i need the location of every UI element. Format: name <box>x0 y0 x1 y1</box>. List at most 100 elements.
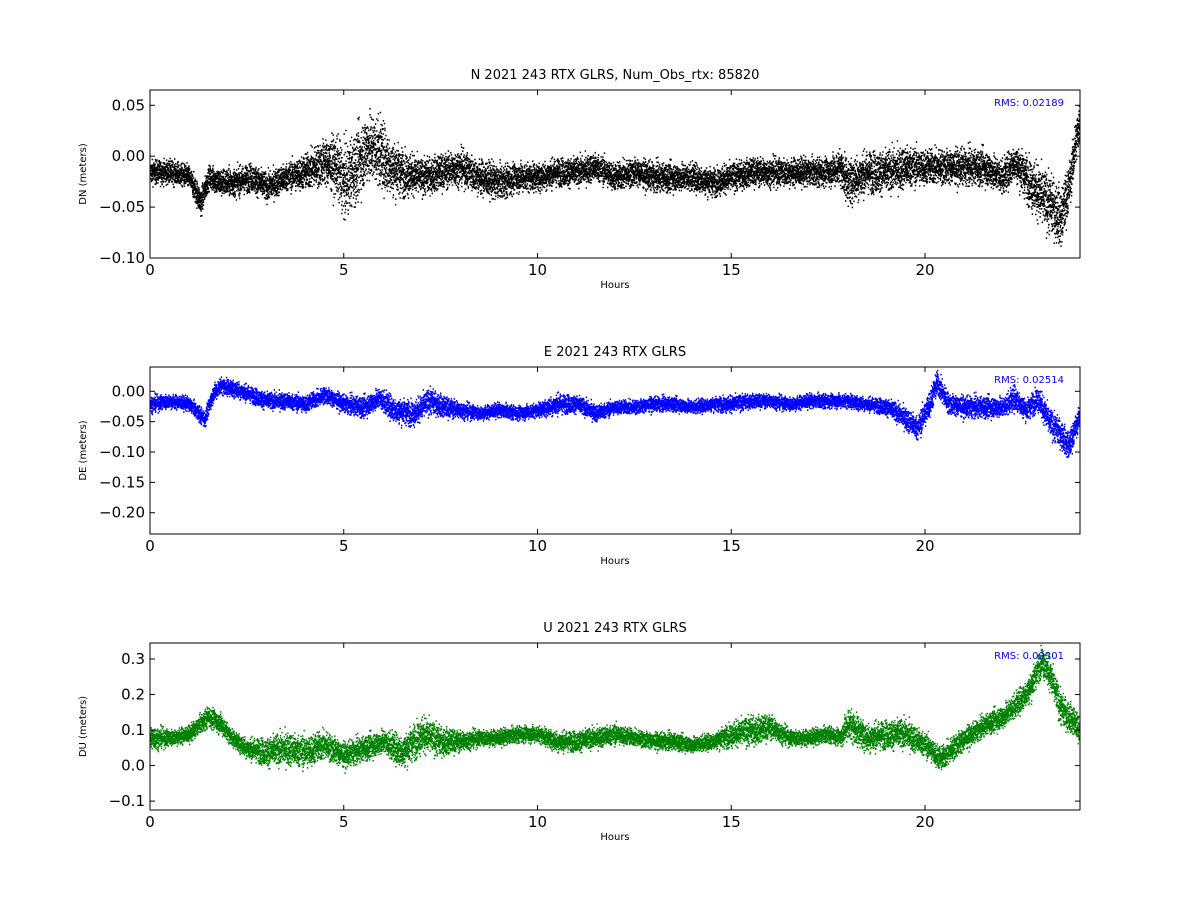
north-x-tick-label: 10 <box>528 261 547 279</box>
up-y-tick-label: 0.0 <box>121 757 145 775</box>
north-data-point <box>304 170 306 173</box>
up-data-point <box>284 746 287 749</box>
north-data-point <box>249 175 252 178</box>
east-data-point <box>749 399 752 402</box>
up-data-point <box>652 739 655 742</box>
east-data-point <box>555 402 558 405</box>
up-x-tick-label: 0 <box>145 813 155 831</box>
up-x-tick-label: 10 <box>528 813 547 831</box>
north-data-point <box>710 180 713 183</box>
east-data-point <box>730 402 733 405</box>
north-data-point <box>1067 185 1070 188</box>
east-data-point <box>769 399 771 402</box>
up-data-point <box>730 732 733 735</box>
east-data-point <box>393 408 396 411</box>
up-x-axis-label: Hours <box>600 832 629 843</box>
north-data-point <box>865 170 868 173</box>
up-data-point <box>381 739 384 742</box>
east-data-point <box>672 402 675 405</box>
north-data-point <box>838 165 841 168</box>
east-x-axis-label: Hours <box>600 556 629 567</box>
up-data-point <box>1071 718 1074 721</box>
east-data-point <box>1013 396 1016 399</box>
east-data-point <box>962 405 965 408</box>
up-y-tick-label: 0.2 <box>121 686 145 704</box>
up-data-point <box>304 750 306 753</box>
up-data-point <box>710 739 713 742</box>
east-data-point <box>1067 444 1070 447</box>
east-data-point <box>885 405 888 408</box>
up-data-point <box>1040 657 1043 660</box>
up-data-point <box>885 732 888 735</box>
north-y-axis-label: DN (meters) <box>78 143 89 205</box>
up-data-point <box>342 753 345 756</box>
north-x-tick-label: 20 <box>915 261 934 279</box>
up-data-point <box>970 732 973 735</box>
up-data-point <box>207 714 210 717</box>
up-data-point <box>749 729 752 732</box>
north-data-point <box>807 170 810 173</box>
east-data-point <box>478 411 481 414</box>
north-data-point <box>335 165 337 168</box>
east-data-point <box>412 411 415 414</box>
east-data-point <box>691 405 694 408</box>
up-data-point <box>230 736 233 739</box>
up-data-point <box>400 750 403 753</box>
up-data-series <box>150 644 1080 774</box>
north-data-point <box>354 165 357 168</box>
north-data-point <box>168 170 171 173</box>
up-y-tick-label: 0.3 <box>121 650 145 668</box>
north-data-point <box>633 170 636 173</box>
up-data-point <box>955 743 957 746</box>
up-data-point <box>420 732 423 735</box>
east-data-point <box>536 408 539 411</box>
east-data-series <box>150 369 1080 459</box>
north-data-point <box>982 165 985 168</box>
east-data-point <box>1036 396 1039 399</box>
east-data-point <box>342 402 345 405</box>
north-data-point <box>904 165 907 168</box>
east-data-point <box>652 402 655 405</box>
east-data-point <box>916 426 919 429</box>
up-chart-title: U 2021 243 RTX GLRS <box>543 621 686 636</box>
east-y-tick-label: −0.10 <box>99 443 145 461</box>
north-data-point <box>1051 206 1054 209</box>
east-chart-title: E 2021 243 RTX GLRS <box>544 345 686 360</box>
east-data-point <box>927 402 930 405</box>
up-data-point <box>439 739 442 742</box>
up-data-point <box>788 736 791 739</box>
north-data-point <box>614 175 616 178</box>
up-data-point <box>497 736 500 739</box>
north-data-point <box>389 165 392 168</box>
north-data-point <box>749 170 752 173</box>
up-data-point <box>1001 714 1004 717</box>
east-data-point <box>249 393 252 396</box>
up-data-point <box>187 732 190 735</box>
north-data-point <box>652 175 655 178</box>
east-data-point <box>265 399 268 402</box>
up-data-point <box>1048 672 1050 675</box>
up-data-point <box>536 732 539 735</box>
up-data-point <box>672 739 675 742</box>
east-data-point <box>304 402 306 405</box>
up-data-point <box>614 732 616 735</box>
east-data-point <box>900 414 903 417</box>
east-data-point <box>1059 432 1062 435</box>
east-data-point <box>633 405 636 408</box>
east-data-point <box>827 399 830 402</box>
east-x-tick-label: 20 <box>915 537 934 555</box>
north-data-point <box>420 175 423 178</box>
up-y-tick-label: −0.1 <box>109 792 145 810</box>
east-data-point <box>497 408 500 411</box>
north-x-tick-label: 5 <box>339 261 349 279</box>
east-data-point <box>168 399 171 402</box>
north-data-point <box>846 180 849 183</box>
up-data-point <box>807 736 810 739</box>
east-data-point <box>1024 408 1027 411</box>
north-data-point <box>478 175 481 178</box>
east-y-tick-label: −0.15 <box>99 473 145 491</box>
north-data-point <box>517 175 520 178</box>
east-data-point <box>428 399 430 402</box>
north-data-point <box>218 180 221 183</box>
up-y-axis-label: DU (meters) <box>78 696 89 757</box>
